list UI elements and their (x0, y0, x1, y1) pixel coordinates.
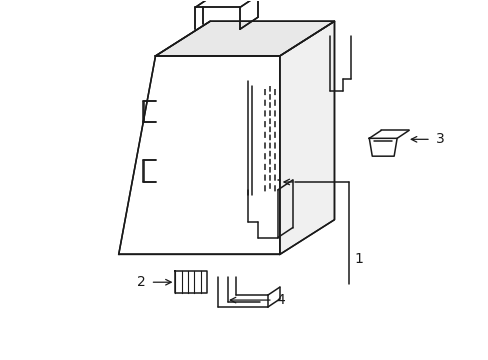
Polygon shape (119, 56, 279, 255)
Text: 3: 3 (435, 132, 444, 146)
Text: 1: 1 (354, 252, 363, 266)
Text: 2: 2 (137, 275, 145, 289)
Polygon shape (155, 21, 334, 56)
Text: 4: 4 (275, 293, 284, 307)
Polygon shape (279, 21, 334, 255)
